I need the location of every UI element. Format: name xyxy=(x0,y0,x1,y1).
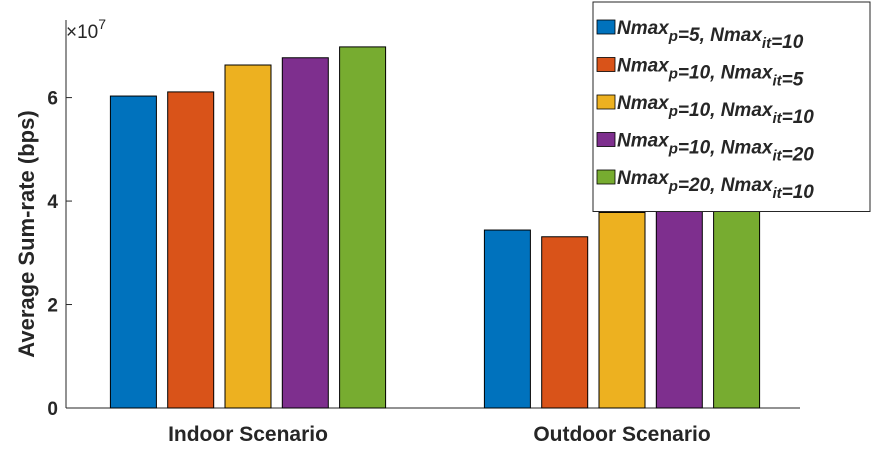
legend-entry: Nmaxp=10, Nmaxit=10 xyxy=(617,93,814,128)
y-tick-label: 0 xyxy=(47,399,58,420)
legend-swatch xyxy=(596,132,616,147)
bar-outdoor-series-3 xyxy=(598,211,646,409)
exponent-power: 7 xyxy=(98,16,106,32)
legend-entry: Nmaxp=10, Nmaxit=5 xyxy=(617,56,804,91)
legend-box xyxy=(592,1,871,212)
y-tick-label: 6 xyxy=(47,89,58,110)
bar-indoor-series-5 xyxy=(339,46,387,409)
bar-outdoor-series-1 xyxy=(483,229,531,409)
legend-swatch xyxy=(596,57,616,72)
legend-swatch xyxy=(596,94,616,110)
y-axis-label: Average Sum-rate (bps) xyxy=(14,110,39,357)
bars xyxy=(109,46,761,409)
bar-indoor-series-4 xyxy=(281,57,329,409)
bar-outdoor-series-4 xyxy=(655,205,703,409)
legend-swatch xyxy=(596,169,616,185)
legend-entry: Nmaxp=20, Nmaxit=10 xyxy=(617,168,814,203)
legend-swatch xyxy=(596,19,616,35)
legend-entry: Nmaxp=10, Nmaxit=20 xyxy=(617,131,814,166)
y-tick-label: 4 xyxy=(47,192,58,213)
bar-indoor-series-3 xyxy=(224,64,272,409)
x-category-label: Indoor Scenario xyxy=(168,423,328,446)
bar-indoor-series-2 xyxy=(167,91,215,409)
y-tick-label: 2 xyxy=(47,296,58,317)
y-axis-exponent: ×107 xyxy=(66,16,106,43)
exponent-base: ×10 xyxy=(66,22,98,43)
bar-indoor-series-1 xyxy=(109,95,157,409)
legend-entry: Nmaxp=5, Nmaxit=10 xyxy=(617,18,804,53)
bar-outdoor-series-5 xyxy=(713,201,761,409)
y-ticks: 0 2 4 6 xyxy=(47,89,72,420)
bar-outdoor-series-2 xyxy=(541,236,589,409)
x-category-label: Outdoor Scenario xyxy=(533,423,710,446)
category-labels: Indoor Scenario Outdoor Scenario xyxy=(168,423,711,446)
